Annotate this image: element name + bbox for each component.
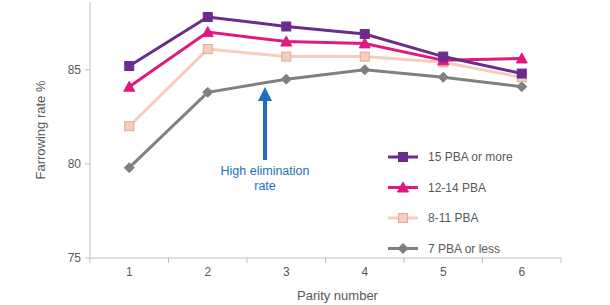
x-tick <box>325 258 326 263</box>
point <box>203 45 212 54</box>
point <box>281 36 292 46</box>
legend-label: 8-11 PBA <box>428 211 478 225</box>
x-tick-label: 5 <box>440 265 447 279</box>
chart: 75 80 85 1 2 3 4 5 6 Farrowing rate % Parity numbe… <box>0 0 610 305</box>
point <box>360 30 369 39</box>
point <box>516 53 527 63</box>
point <box>281 74 291 84</box>
annotation-arrow-head <box>258 87 272 101</box>
y-tick-label: 80 <box>68 157 82 171</box>
point <box>439 52 448 61</box>
x-tick <box>561 258 562 263</box>
legend-item: 7 PBA or less <box>388 242 500 256</box>
point <box>517 82 527 92</box>
series <box>124 27 528 92</box>
legend-marker <box>398 182 409 192</box>
annotation: High elimination rate <box>212 164 318 194</box>
legend-label: 15 PBA or more <box>428 150 513 164</box>
point <box>125 122 134 131</box>
point <box>360 65 370 75</box>
x-tick-label: 3 <box>283 265 290 279</box>
legend-item: 12-14 PBA <box>388 181 486 195</box>
y-tick <box>85 163 90 164</box>
x-tick-label: 1 <box>126 265 133 279</box>
point <box>124 81 135 91</box>
point <box>125 62 134 71</box>
x-tick <box>482 258 483 263</box>
x-tick <box>247 258 248 263</box>
point <box>359 38 370 48</box>
legend-item: 15 PBA or more <box>388 150 513 164</box>
series <box>125 45 527 131</box>
x-tick-label: 6 <box>518 265 525 279</box>
series-line <box>129 70 522 168</box>
legend-marker <box>398 244 408 254</box>
x-tick <box>90 258 91 263</box>
legend-item: 8-11 PBA <box>388 211 478 225</box>
y-axis-title: Farrowing rate % <box>33 80 48 179</box>
point <box>203 13 212 22</box>
point <box>124 163 134 173</box>
series <box>125 13 527 78</box>
y-tick-label: 75 <box>68 251 82 265</box>
point <box>202 27 213 37</box>
y-axis <box>90 2 91 258</box>
point <box>438 72 448 82</box>
point <box>282 22 291 31</box>
plot-area <box>124 13 528 173</box>
point <box>517 69 526 78</box>
legend-marker <box>399 214 408 223</box>
x-axis-title: Parity number <box>297 288 379 303</box>
annotation-arrow-shaft <box>263 100 267 160</box>
legend-label: 12-14 PBA <box>428 181 486 195</box>
series-line <box>129 17 522 73</box>
y-tick <box>85 258 90 259</box>
y-tick <box>85 69 90 70</box>
point <box>282 52 291 61</box>
x-tick <box>168 258 169 263</box>
x-tick-label: 2 <box>204 265 211 279</box>
legend-label: 7 PBA or less <box>428 242 500 256</box>
legend-marker <box>399 153 408 162</box>
series <box>124 65 527 173</box>
point <box>360 52 369 61</box>
point <box>203 87 213 97</box>
x-tick <box>404 258 405 263</box>
x-tick-label: 4 <box>361 265 368 279</box>
y-tick-label: 85 <box>68 63 82 77</box>
